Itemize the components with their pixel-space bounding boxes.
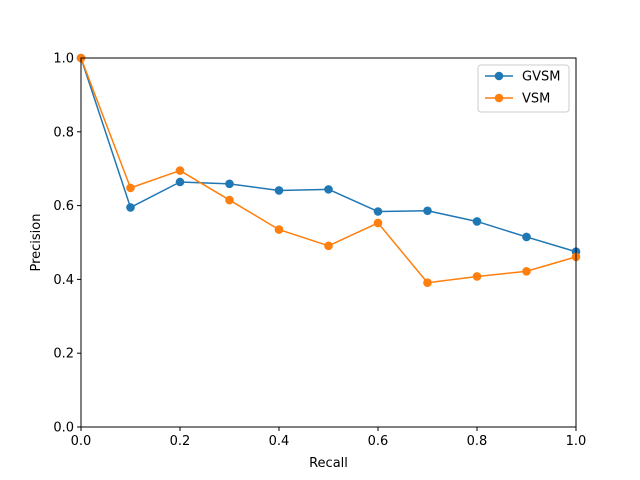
x-tick-label: 0.8 <box>467 434 488 449</box>
legend: GVSM VSM <box>477 64 570 113</box>
data-point-gvsm <box>522 232 531 242</box>
data-point-vsm <box>274 225 284 234</box>
data-point-vsm <box>423 278 432 288</box>
data-point-vsm <box>126 183 135 193</box>
data-point-vsm <box>175 166 185 175</box>
y-tick-label: 0.0 <box>53 421 74 436</box>
x-tick-label: 0.4 <box>269 434 290 449</box>
x-tick-label: 0.2 <box>170 434 191 449</box>
axes-frame <box>80 57 577 428</box>
y-tick-label: 0.8 <box>53 125 74 140</box>
data-point-gvsm <box>274 186 284 195</box>
legend-label: GVSM <box>522 70 560 85</box>
legend-item-gvsm: GVSM <box>485 70 560 85</box>
legend-item-vsm: VSM <box>485 92 550 107</box>
data-point-gvsm <box>225 179 234 189</box>
series-vsm <box>76 53 581 288</box>
legend-marker <box>494 93 504 103</box>
y-tick-label: 1.0 <box>53 52 74 67</box>
series-gvsm <box>76 53 581 257</box>
data-point-gvsm <box>126 203 135 212</box>
x-tick-label: 0.6 <box>368 434 389 449</box>
x-tick-label: 1.0 <box>566 434 587 449</box>
data-point-vsm <box>522 266 531 276</box>
data-point-gvsm <box>472 217 482 226</box>
legend-marker <box>494 71 504 81</box>
y-tick-label: 0.2 <box>53 347 74 362</box>
data-point-vsm <box>472 272 482 281</box>
series-layer <box>76 53 581 288</box>
x-axis-label: Recall <box>309 456 348 471</box>
y-axis-label: Precision <box>29 213 44 271</box>
legend-label: VSM <box>522 92 550 107</box>
data-point-gvsm <box>373 207 383 216</box>
data-point-gvsm <box>175 177 185 187</box>
data-point-vsm <box>373 218 383 228</box>
x-tick-label: 0.0 <box>71 434 92 449</box>
data-point-vsm <box>225 195 234 205</box>
y-tick-label: 0.6 <box>53 199 74 214</box>
y-axis-ticks: 0.0 0.2 0.4 0.6 0.8 1.0 <box>53 52 81 436</box>
data-point-gvsm <box>324 185 333 194</box>
data-point-vsm <box>324 241 333 251</box>
data-point-gvsm <box>423 206 432 216</box>
x-axis-ticks: 0.0 0.2 0.4 0.6 0.8 1.0 <box>71 427 587 449</box>
y-tick-label: 0.4 <box>53 273 74 288</box>
